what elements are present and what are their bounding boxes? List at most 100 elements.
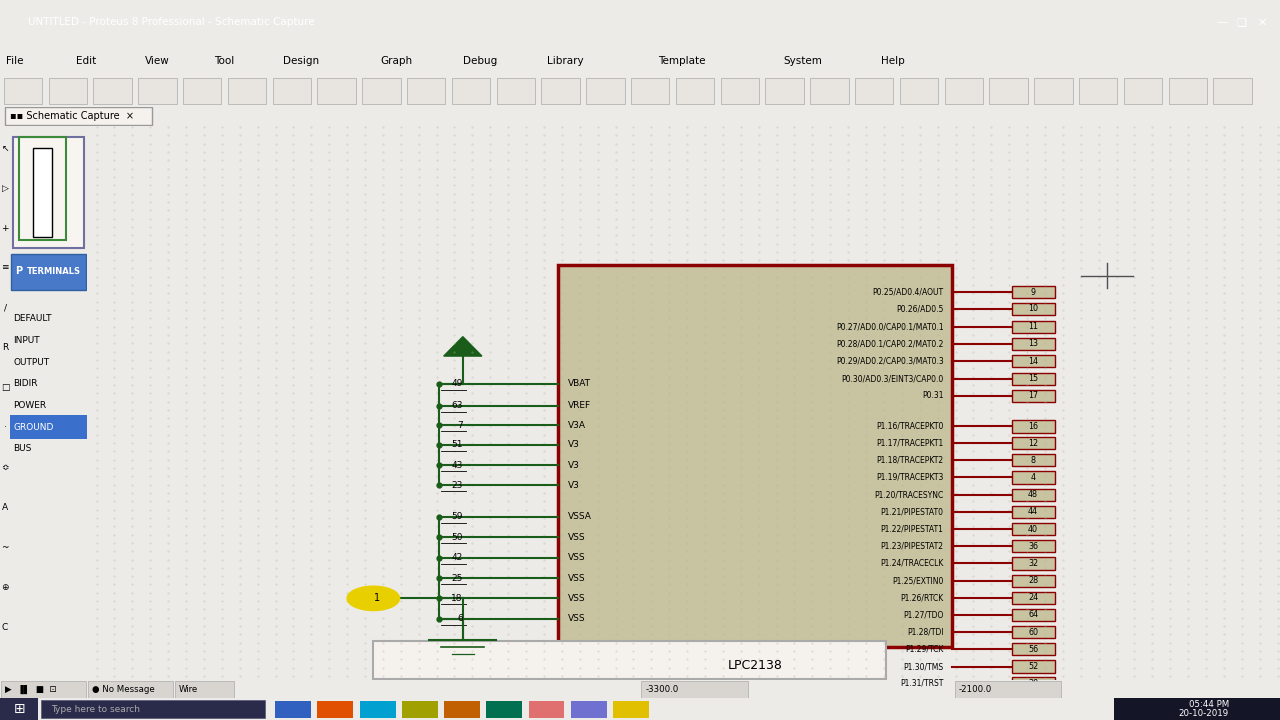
FancyBboxPatch shape — [1169, 78, 1207, 104]
Text: 40: 40 — [1028, 525, 1038, 534]
Text: 63: 63 — [452, 402, 463, 410]
FancyBboxPatch shape — [1011, 677, 1055, 689]
Text: VSS: VSS — [568, 574, 585, 583]
Text: P0.28/AD0.1/CAP0.2/MAT0.2: P0.28/AD0.1/CAP0.2/MAT0.2 — [836, 339, 943, 348]
FancyBboxPatch shape — [1011, 390, 1055, 402]
FancyBboxPatch shape — [1011, 643, 1055, 655]
Text: 15: 15 — [1028, 374, 1038, 383]
FancyBboxPatch shape — [317, 701, 353, 718]
Text: 11: 11 — [1028, 322, 1038, 331]
Text: P1.17/TRACEPKT1: P1.17/TRACEPKT1 — [877, 438, 943, 448]
Text: P1.19/TRACEPKT3: P1.19/TRACEPKT3 — [877, 473, 943, 482]
FancyBboxPatch shape — [529, 701, 564, 718]
Text: 05:44 PM: 05:44 PM — [1189, 700, 1229, 709]
FancyBboxPatch shape — [175, 681, 234, 698]
Text: VSSA: VSSA — [568, 513, 591, 521]
Text: ⊕: ⊕ — [1, 582, 9, 592]
FancyBboxPatch shape — [1124, 78, 1162, 104]
FancyBboxPatch shape — [613, 701, 649, 718]
Text: 51: 51 — [452, 441, 463, 449]
Text: P1.26/RTCK: P1.26/RTCK — [900, 593, 943, 603]
Text: Help: Help — [881, 56, 905, 66]
Text: P1.28/TDI: P1.28/TDI — [908, 628, 943, 636]
Text: VREF: VREF — [568, 402, 591, 410]
Text: Debug: Debug — [463, 56, 498, 66]
FancyBboxPatch shape — [541, 78, 580, 104]
Text: BIDIR: BIDIR — [13, 379, 38, 388]
Text: 20-10-2019: 20-10-2019 — [1179, 709, 1229, 719]
Text: Tool: Tool — [214, 56, 234, 66]
FancyBboxPatch shape — [1011, 420, 1055, 433]
FancyBboxPatch shape — [273, 78, 311, 104]
Text: Library: Library — [547, 56, 584, 66]
FancyBboxPatch shape — [49, 78, 87, 104]
Text: Wire: Wire — [179, 685, 198, 694]
Text: +: + — [1, 223, 9, 233]
FancyBboxPatch shape — [1011, 609, 1055, 621]
FancyBboxPatch shape — [183, 78, 221, 104]
Text: File: File — [6, 56, 24, 66]
Text: 42: 42 — [452, 554, 463, 562]
FancyBboxPatch shape — [88, 681, 173, 698]
Text: 64: 64 — [1028, 611, 1038, 619]
Text: POWER: POWER — [13, 401, 46, 410]
Text: P1.24/TRACECLK: P1.24/TRACECLK — [881, 559, 943, 568]
FancyBboxPatch shape — [360, 701, 396, 718]
Text: -3300.0: -3300.0 — [645, 685, 678, 694]
Text: 10: 10 — [1028, 305, 1038, 313]
FancyBboxPatch shape — [586, 78, 625, 104]
FancyBboxPatch shape — [33, 148, 52, 237]
Text: P1.16/TRACEPKT0: P1.16/TRACEPKT0 — [877, 422, 943, 431]
FancyBboxPatch shape — [1, 681, 86, 698]
FancyBboxPatch shape — [1079, 78, 1117, 104]
Text: V3: V3 — [568, 461, 580, 469]
Polygon shape — [444, 337, 481, 356]
Text: 17: 17 — [1028, 392, 1038, 400]
FancyBboxPatch shape — [138, 78, 177, 104]
FancyBboxPatch shape — [402, 701, 438, 718]
FancyBboxPatch shape — [1011, 575, 1055, 587]
Text: P1.25/EXTIN0: P1.25/EXTIN0 — [892, 576, 943, 585]
Text: P1.23/PIPESTAT2: P1.23/PIPESTAT2 — [881, 541, 943, 551]
Text: 20: 20 — [1028, 679, 1038, 688]
Text: System: System — [783, 56, 822, 66]
Text: ·: · — [4, 423, 6, 432]
Text: 44: 44 — [1028, 508, 1038, 516]
Text: DEFAULT: DEFAULT — [13, 315, 51, 323]
FancyBboxPatch shape — [0, 698, 38, 720]
Text: GROUND: GROUND — [13, 423, 54, 431]
Text: 16: 16 — [1028, 422, 1038, 431]
Text: ≡: ≡ — [1, 264, 9, 272]
Text: P1.18/TRACEPKT2: P1.18/TRACEPKT2 — [877, 456, 943, 465]
FancyBboxPatch shape — [1011, 338, 1055, 350]
Circle shape — [347, 586, 399, 611]
FancyBboxPatch shape — [1114, 698, 1280, 720]
FancyBboxPatch shape — [1011, 355, 1055, 367]
Text: 12: 12 — [1028, 438, 1038, 448]
Text: 32: 32 — [1028, 559, 1038, 568]
Text: 1: 1 — [374, 593, 380, 603]
FancyBboxPatch shape — [1011, 373, 1055, 385]
Text: P0.29/AD0.2/CAP0.3/MAT0.3: P0.29/AD0.2/CAP0.3/MAT0.3 — [836, 356, 943, 366]
Text: 28: 28 — [1028, 576, 1038, 585]
Text: VSS: VSS — [568, 614, 585, 624]
FancyBboxPatch shape — [5, 107, 152, 125]
Text: A: A — [3, 503, 8, 512]
Text: Template: Template — [658, 56, 705, 66]
FancyBboxPatch shape — [631, 78, 669, 104]
FancyBboxPatch shape — [275, 701, 311, 718]
Text: P0.26/AD0.5: P0.26/AD0.5 — [896, 305, 943, 313]
Text: 7: 7 — [457, 421, 463, 430]
Text: ⊞: ⊞ — [13, 702, 26, 716]
Text: Graph: Graph — [380, 56, 412, 66]
Text: P0.25/AD0.4/AOUT: P0.25/AD0.4/AOUT — [873, 288, 943, 297]
FancyBboxPatch shape — [1011, 320, 1055, 333]
Text: 4: 4 — [1030, 473, 1036, 482]
FancyBboxPatch shape — [765, 78, 804, 104]
Text: View: View — [145, 56, 169, 66]
FancyBboxPatch shape — [855, 78, 893, 104]
Text: OUTPUT: OUTPUT — [13, 358, 50, 366]
Text: ~: ~ — [1, 543, 9, 552]
Text: INPUT: INPUT — [13, 336, 40, 345]
Text: P1.20/TRACESYNC: P1.20/TRACESYNC — [874, 490, 943, 499]
